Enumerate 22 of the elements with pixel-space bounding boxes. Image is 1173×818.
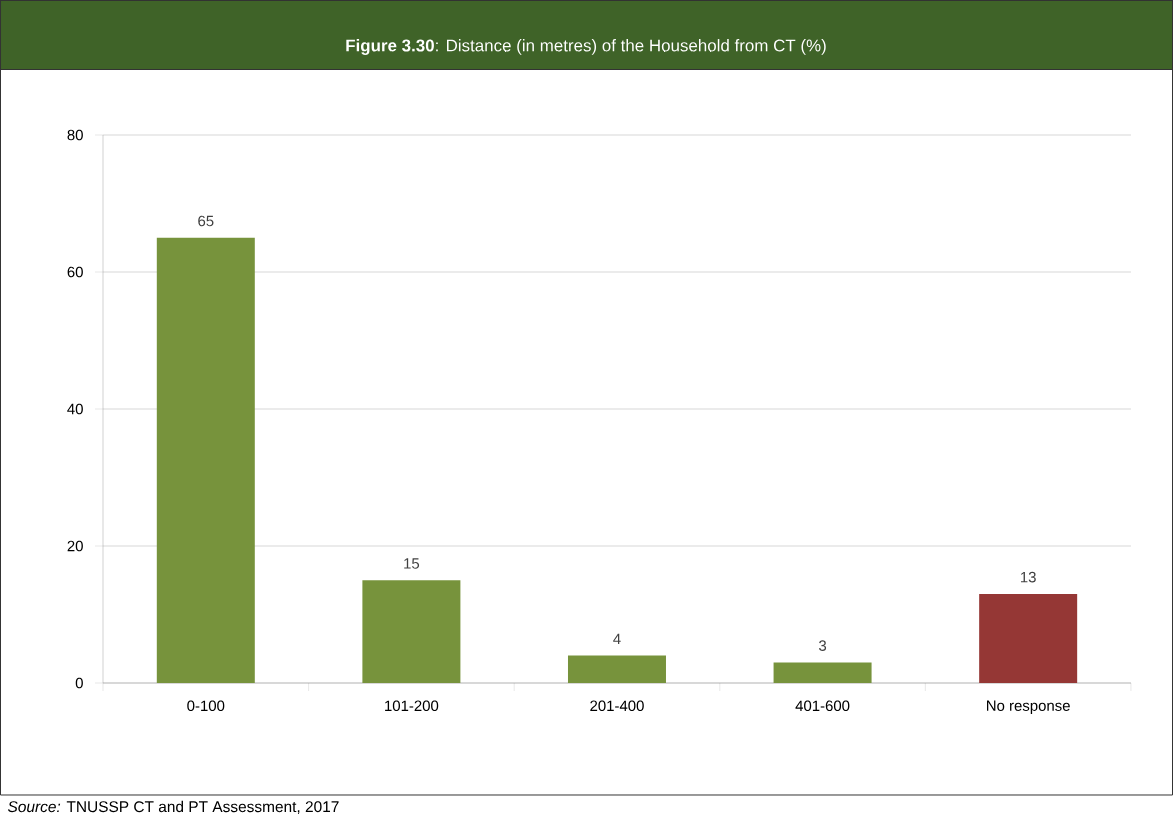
data-label: 3 bbox=[818, 640, 827, 651]
x-tick-label: 201-400 bbox=[590, 700, 644, 712]
x-tick-label: 0-100 bbox=[187, 700, 225, 712]
y-tick-label: 40 bbox=[67, 403, 83, 415]
bar bbox=[362, 580, 461, 683]
y-tick-label: 0 bbox=[75, 677, 83, 689]
y-tick-label: 60 bbox=[67, 266, 83, 278]
data-label: 15 bbox=[404, 558, 420, 569]
bar bbox=[156, 237, 255, 683]
chart-title: Figure 3.30: Distance (in metres) of the Household from CT (%) bbox=[346, 39, 826, 55]
bar bbox=[567, 655, 666, 683]
bar bbox=[979, 593, 1078, 683]
y-tick-label: 20 bbox=[67, 540, 83, 552]
x-tick-label: 401-600 bbox=[795, 700, 850, 712]
text: Source: TNUSSP CT and PT Assessment, 2017 bbox=[7, 800, 339, 814]
data-label: 65 bbox=[198, 215, 214, 227]
bar bbox=[773, 662, 872, 683]
y-tick-label: 80 bbox=[67, 129, 83, 141]
x-tick-label: No response bbox=[987, 700, 1070, 714]
data-label: 13 bbox=[1020, 571, 1036, 583]
data-label: 4 bbox=[613, 633, 621, 645]
x-tick-label: 101-200 bbox=[385, 700, 439, 712]
